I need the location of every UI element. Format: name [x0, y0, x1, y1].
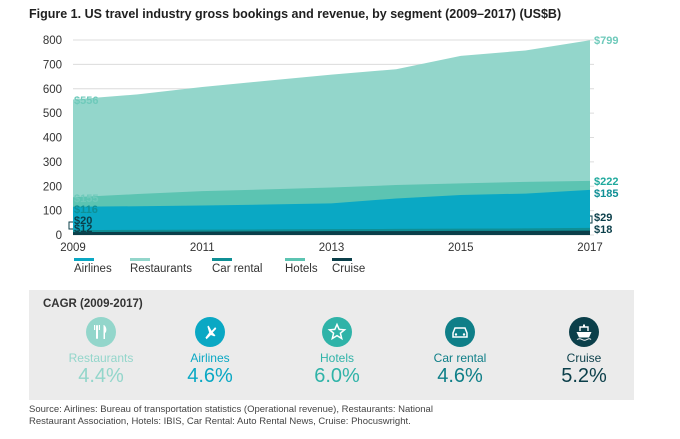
end-value-label: $29: [594, 212, 612, 224]
figure-title: Figure 1. US travel industry gross booki…: [29, 7, 562, 21]
legend-label: Cruise: [332, 263, 366, 275]
legend-swatch: [332, 258, 352, 261]
legend-label: Hotels: [285, 263, 318, 275]
y-tick-label: 200: [43, 181, 62, 193]
x-tick-label: 2009: [60, 242, 86, 254]
legend-label: Car rental: [212, 263, 263, 275]
cagr-segment-restaurants: Restaurants 4.4%: [46, 317, 156, 388]
y-tick-label: 100: [43, 206, 62, 218]
legend-label: Restaurants: [130, 263, 193, 275]
legend-swatch: [130, 258, 150, 261]
stacked-area-chart: 0 100 200 300 400 500 600 700 800 2009 2011 2013 201…: [43, 35, 619, 254]
area-cruise: [73, 230, 590, 235]
x-tick-label: 2011: [190, 242, 215, 254]
legend-swatch: [74, 258, 94, 261]
x-tick-label: 2013: [319, 242, 345, 254]
legend-swatch: [285, 258, 305, 261]
cagr-segment-name: Cruise: [566, 351, 602, 365]
source-line-2: Restaurant Association, Hotels: IBIS, Ca…: [29, 416, 411, 427]
source-line-1: Source: Airlines: Bureau of transportati…: [29, 404, 433, 415]
y-tick-label: 500: [43, 108, 62, 120]
cagr-segment-cruise: Cruise 5.2%: [529, 317, 639, 388]
y-tick-label: 400: [43, 133, 62, 145]
cagr-segment-airlines: Airlines 4.6%: [155, 317, 265, 388]
cagr-segment-value: 5.2%: [561, 365, 607, 387]
y-tick-label: 800: [43, 35, 62, 47]
utensils-icon: [86, 317, 116, 347]
legend-swatch: [212, 258, 232, 261]
cagr-title: CAGR (2009-2017): [43, 298, 143, 310]
star-icon: [322, 317, 352, 347]
end-value-label: $185: [594, 188, 618, 200]
start-value-label: $155: [74, 193, 98, 205]
start-value-label: $556: [74, 95, 98, 107]
x-tick-label: 2017: [577, 242, 603, 254]
end-value-label: $222: [594, 176, 618, 188]
cagr-segment-name: Restaurants: [68, 351, 134, 365]
y-tick-label: 300: [43, 157, 62, 169]
start-value-label: $12: [74, 223, 92, 235]
cagr-segment-name: Car rental: [433, 351, 487, 365]
y-tick-label: 0: [56, 230, 62, 242]
label-bracket: [590, 215, 593, 224]
x-tick-label: 2015: [448, 242, 474, 254]
cagr-segment-value: 4.6%: [437, 365, 483, 387]
cagr-segment-hotels: Hotels 6.0%: [282, 317, 392, 388]
cagr-segment-name: Airlines: [190, 351, 230, 365]
cagr-segment-car-rental: Car rental 4.6%: [405, 317, 515, 388]
cagr-segment-name: Hotels: [319, 351, 354, 365]
legend-label: Airlines: [74, 263, 112, 275]
end-value-label: $799: [594, 35, 618, 47]
car-icon: [445, 317, 475, 347]
cagr-segment-value: 6.0%: [314, 365, 360, 387]
label-bracket: [68, 221, 73, 230]
source-note: Source: Airlines: Bureau of transportati…: [29, 404, 479, 428]
y-tick-label: 700: [43, 59, 62, 71]
y-tick-label: 600: [43, 84, 62, 96]
area-airlines: [73, 189, 590, 235]
cagr-segment-value: 4.6%: [187, 365, 233, 387]
cagr-segment-value: 4.4%: [78, 365, 124, 387]
end-value-label: $18: [594, 224, 612, 236]
airplane-icon: [195, 317, 225, 347]
ship-icon: [569, 317, 599, 347]
cagr-panel: CAGR (2009-2017) Restaurants 4.4% Airlines…: [29, 290, 634, 400]
start-value-label: $20: [74, 215, 92, 227]
start-value-label: $116: [74, 204, 98, 216]
